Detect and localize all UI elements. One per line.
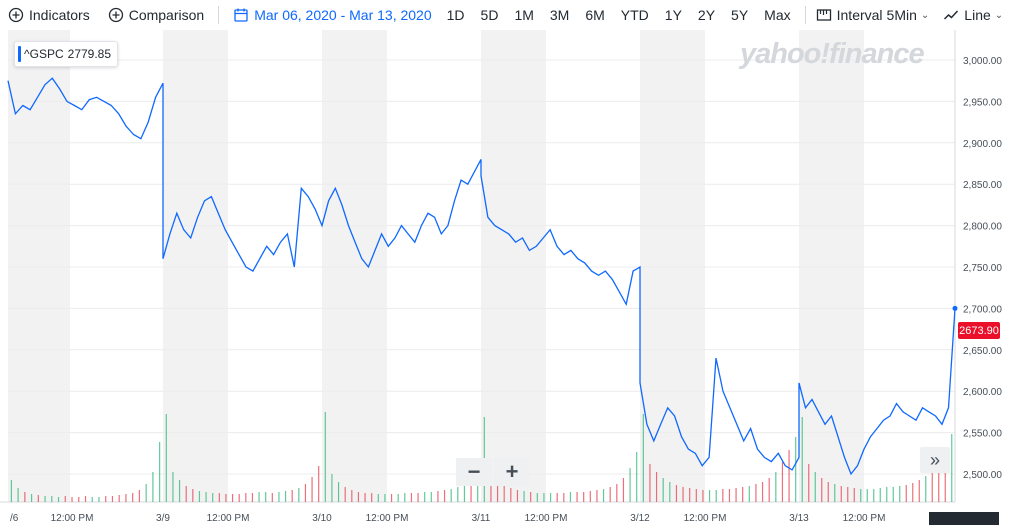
x-axis-cursor-box: [929, 512, 999, 525]
interval-label: Interval: [836, 7, 883, 23]
session-shade: [481, 30, 546, 502]
y-tick-label: 2,900.00: [963, 139, 1002, 150]
x-tick-label: 12:00 PM: [207, 513, 250, 524]
chevron-down-icon: ⌄: [920, 9, 930, 21]
range-button-1d[interactable]: 1D: [446, 7, 465, 23]
range-button-1m[interactable]: 1M: [514, 7, 534, 23]
price-line: [7, 77, 956, 476]
toolbar-divider: [218, 6, 220, 24]
zoom-in-button[interactable]: +: [494, 458, 530, 486]
x-tick-label: 12:00 PM: [843, 513, 886, 524]
y-tick-label: 2,950.00: [963, 97, 1002, 108]
scroll-forward-button[interactable]: »: [920, 447, 950, 473]
y-tick-label: 2,550.00: [963, 429, 1002, 440]
session-shade: [640, 30, 705, 502]
session-shade: [163, 30, 228, 502]
date-range-label: Mar 06, 2020 - Mar 13, 2020: [254, 7, 432, 23]
zoom-out-button[interactable]: −: [456, 458, 492, 486]
session-shade: [799, 30, 864, 502]
interval-select[interactable]: Interval 5Min ⌄: [816, 0, 930, 30]
series-legend: ^GSPC 2779.85: [14, 41, 119, 67]
y-tick-label: 2,850.00: [963, 180, 1002, 191]
range-button-max[interactable]: Max: [764, 7, 791, 23]
y-tick-label: 2,750.00: [963, 263, 1002, 274]
yahoo-finance-watermark: yahoo!finance: [740, 38, 925, 70]
x-tick-label: 12:00 PM: [525, 513, 568, 524]
range-button-2y[interactable]: 2Y: [697, 7, 716, 23]
calendar-icon: [233, 7, 249, 23]
plus-circle-icon: [108, 7, 124, 23]
double-chevron-right-icon: »: [929, 449, 940, 470]
chart-type-label: Line: [964, 7, 991, 23]
range-button-5d[interactable]: 5D: [480, 7, 499, 23]
range-button-5y[interactable]: 5Y: [731, 7, 749, 23]
range-button-6m[interactable]: 6M: [585, 7, 605, 23]
current-price-tag: 2673.90: [958, 322, 1000, 339]
session-shade: [8, 30, 70, 502]
y-tick-label: 2,500.00: [963, 470, 1002, 481]
x-tick-label: /6: [10, 513, 19, 524]
x-tick-label: 3/11: [472, 513, 491, 524]
x-tick-label: 3/13: [789, 513, 809, 524]
x-tick-label: 12:00 PM: [684, 513, 727, 524]
indicators-label: Indicators: [29, 7, 90, 23]
legend-symbol: ^GSPC: [24, 47, 64, 61]
x-tick-label: 3/12: [630, 513, 650, 524]
x-tick-label: 3/9: [156, 513, 170, 524]
date-range-picker[interactable]: Mar 06, 2020 - Mar 13, 2020: [233, 0, 432, 30]
range-buttons: 1D 5D 1M 3M 6M YTD 1Y 2Y 5Y Max: [439, 0, 799, 30]
chart-toolbar: Indicators Comparison Mar 06, 2020 - Mar…: [0, 0, 1013, 30]
x-tick-label: 3/10: [312, 513, 332, 524]
indicators-button[interactable]: Indicators: [8, 0, 90, 30]
range-button-3m[interactable]: 3M: [549, 7, 570, 23]
toolbar-divider: [804, 6, 806, 24]
legend-value: 2779.85: [67, 47, 112, 61]
x-tick-label: 12:00 PM: [51, 513, 94, 524]
y-tick-label: 2,600.00: [963, 387, 1002, 398]
comparison-button[interactable]: Comparison: [108, 0, 204, 30]
last-price-point: [952, 305, 958, 311]
ruler-icon: [816, 7, 832, 23]
x-tick-label: 12:00 PM: [366, 513, 409, 524]
line-chart-icon: [943, 7, 959, 23]
y-tick-label: 2,800.00: [963, 222, 1002, 233]
chart-type-select[interactable]: Line ⌄: [943, 0, 1003, 30]
plus-circle-icon: [8, 7, 24, 23]
price-chart[interactable]: 3,000.00 2,950.00 2,900.00 2,850.00 2,800.00…: [0, 30, 1013, 525]
chevron-down-icon: ⌄: [994, 9, 1004, 21]
interval-value: 5Min: [886, 7, 917, 23]
y-tick-label: 3,000.00: [963, 56, 1002, 67]
y-tick-label: 2,700.00: [963, 304, 1002, 315]
zoom-controls: − +: [456, 458, 530, 486]
comparison-label: Comparison: [128, 7, 205, 23]
series-color-marker: [18, 46, 21, 62]
range-button-1y[interactable]: 1Y: [664, 7, 682, 23]
y-tick-label: 2,650.00: [963, 346, 1002, 357]
range-button-ytd[interactable]: YTD: [620, 7, 649, 23]
session-shade: [322, 30, 387, 502]
